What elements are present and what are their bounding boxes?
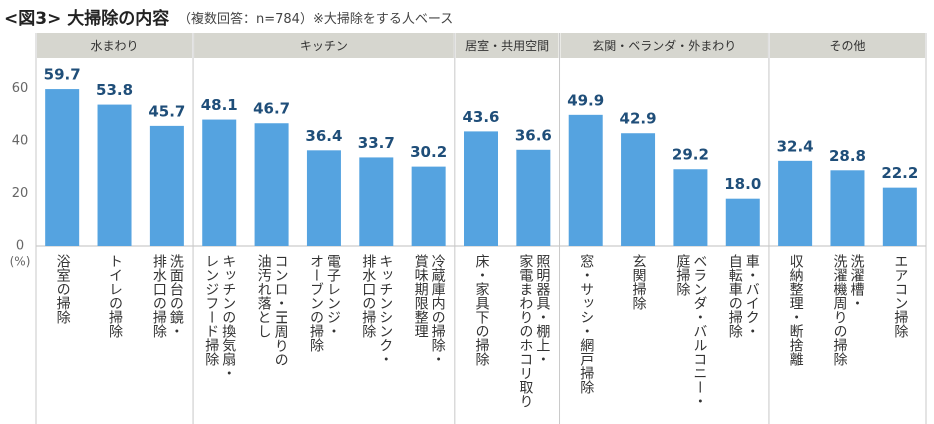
value-label: 32.4 — [777, 137, 814, 155]
category-label: ベランダ・バルコニー・ 庭掃除 — [674, 254, 708, 408]
value-label: 42.9 — [620, 110, 657, 128]
bar — [725, 198, 760, 246]
bar — [621, 133, 656, 246]
value-label: 59.7 — [44, 66, 81, 84]
value-label: 49.9 — [567, 91, 604, 109]
category-label: コンロ・IH周りの 油汚れ落とし — [255, 254, 289, 367]
value-label: 28.8 — [829, 147, 866, 165]
group-header — [194, 33, 454, 58]
y-axis-label: (%) — [10, 255, 31, 269]
category-label: キッチンシンク・ 排水口の掃除 — [360, 254, 394, 366]
group-header — [37, 33, 193, 58]
category-label: 浴室の掃除 — [54, 254, 71, 324]
y-tick-label: 60 — [12, 81, 29, 96]
y-tick-label: 40 — [12, 133, 29, 148]
category-label: エアコン掃除 — [892, 254, 909, 338]
group-header — [769, 33, 925, 58]
category-label: 電子レンジ・ オーブンの掃除 — [307, 254, 341, 352]
value-label: 22.2 — [881, 164, 918, 182]
bar — [411, 166, 446, 246]
group-header — [560, 33, 768, 58]
category-label: 床・家具下の掃除 — [473, 254, 490, 366]
value-label: 45.7 — [148, 102, 185, 120]
bar — [45, 89, 80, 247]
y-tick-label: 20 — [12, 186, 29, 201]
bar — [568, 114, 603, 246]
group-header — [455, 33, 559, 58]
category-label: 冷蔵庫内の掃除・ 賞味期限整理 — [412, 254, 446, 366]
group-label: その他 — [829, 39, 865, 53]
bar — [673, 169, 708, 246]
category-label: 照明器具・棚上・ 家電まわりのホコリ取り — [517, 254, 551, 408]
bar — [97, 104, 132, 246]
bar — [254, 123, 289, 246]
chart-subtitle: （複数回答：n=784）※大掃除をする人ベース — [178, 12, 454, 27]
value-label: 43.6 — [462, 108, 499, 126]
value-label: 53.8 — [96, 81, 133, 99]
group-label: キッチン — [300, 39, 348, 53]
bar — [516, 149, 551, 246]
bar — [149, 125, 184, 246]
value-label: 30.2 — [410, 143, 447, 161]
chart-title: <図3> 大掃除の内容 — [4, 9, 170, 29]
group-label: 居室・共用空間 — [465, 38, 549, 53]
group-label: 水まわり — [91, 39, 139, 53]
y-tick-label: 0 — [16, 239, 24, 254]
bar — [306, 150, 341, 246]
value-label: 36.6 — [515, 126, 552, 144]
category-label: 玄関掃除 — [630, 254, 647, 310]
group-label: 玄関・ベランダ・外まわり — [592, 38, 736, 53]
value-label: 46.7 — [253, 100, 290, 118]
bar — [359, 157, 394, 246]
value-label: 18.0 — [724, 175, 761, 193]
bar — [464, 131, 498, 246]
bar — [882, 187, 917, 246]
value-label: 33.7 — [358, 134, 395, 152]
bar — [778, 160, 813, 246]
category-label: 車・バイク・ 自転車の掃除 — [726, 254, 760, 338]
value-label: 36.4 — [305, 127, 342, 145]
category-label: トイレの掃除 — [107, 254, 124, 338]
category-label: 洗面台の鏡・ 排水口の掃除 — [150, 254, 184, 338]
value-label: 48.1 — [201, 96, 238, 114]
category-label: 洗濯槽・ 洗濯機周りの掃除 — [831, 254, 865, 366]
category-label: 窓・サッシ・網戸掃除 — [578, 254, 595, 394]
category-label: キッチンの換気扇・ レンジフード掃除 — [203, 254, 237, 380]
bar — [830, 170, 865, 246]
bar — [202, 119, 237, 246]
category-label: 収納整理・断捨離 — [787, 254, 804, 366]
value-label: 29.2 — [672, 146, 709, 164]
